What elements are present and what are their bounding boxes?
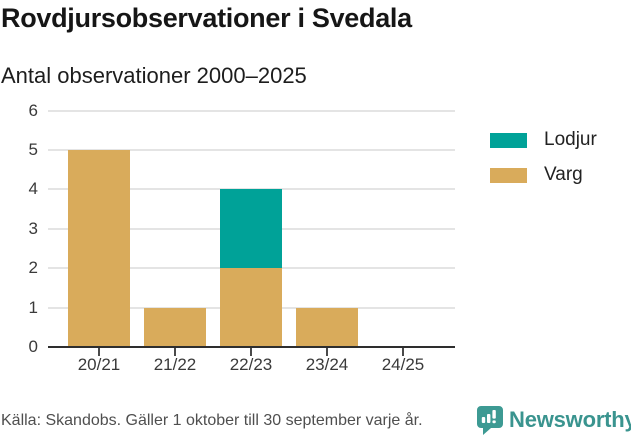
gridline-y-5 <box>48 149 455 151</box>
gridline-y-6 <box>48 109 455 112</box>
x-tick-label: 24/25 <box>381 355 425 374</box>
legend-label: Lodjur <box>544 129 597 150</box>
bar-segment-varg-22/23 <box>220 268 282 347</box>
x-axis-tick <box>174 348 176 356</box>
y-tick-label: 3 <box>28 218 38 238</box>
bar-segment-varg-23/24 <box>296 307 358 347</box>
y-tick-label: 4 <box>28 179 38 199</box>
y-tick-label: 0 <box>28 337 38 356</box>
y-tick-label: 1 <box>28 297 38 317</box>
newsworthy-logo[interactable]: Newsworthy <box>477 405 631 435</box>
brand-name: Newsworthy <box>509 407 631 432</box>
legend-item-varg: Varg <box>490 164 597 186</box>
x-axis-line <box>48 346 455 348</box>
x-tick-label: 20/21 <box>77 355 121 374</box>
bar-segment-lodjur-22/23 <box>220 189 282 269</box>
bar-segment-varg-21/22 <box>144 307 206 347</box>
x-axis-tick <box>326 348 328 356</box>
x-tick-label: 23/24 <box>305 355 349 374</box>
bar-chart-speech-bubble-icon <box>477 405 503 435</box>
chart-title: Rovdjursobservationer i Svedala <box>1 3 412 33</box>
legend-swatch-lodjur <box>490 132 527 148</box>
y-tick-label: 6 <box>28 100 38 120</box>
x-tick-label: 21/22 <box>153 355 197 374</box>
x-axis-tick <box>402 348 404 356</box>
bar-segment-varg-20/21 <box>68 150 130 347</box>
x-axis-tick <box>98 348 100 356</box>
source-note: Källa: Skandobs. Gäller 1 oktober till 3… <box>1 412 423 429</box>
chart-subtitle: Antal observationer 2000–2025 <box>1 63 307 88</box>
y-tick-label: 5 <box>28 140 38 159</box>
legend-label: Varg <box>544 164 583 185</box>
chart-plot: 0 1 2 3 4 5 6 20/21 21/22 22/23 23/24 24/25 <box>0 100 631 400</box>
x-tick-label: 22/23 <box>229 355 273 374</box>
y-tick-label: 2 <box>28 258 38 278</box>
legend-item-lodjur: Lodjur <box>490 129 597 151</box>
legend-swatch-varg <box>490 167 527 183</box>
legend: Lodjur Varg <box>490 129 597 199</box>
x-axis-tick <box>250 348 252 356</box>
